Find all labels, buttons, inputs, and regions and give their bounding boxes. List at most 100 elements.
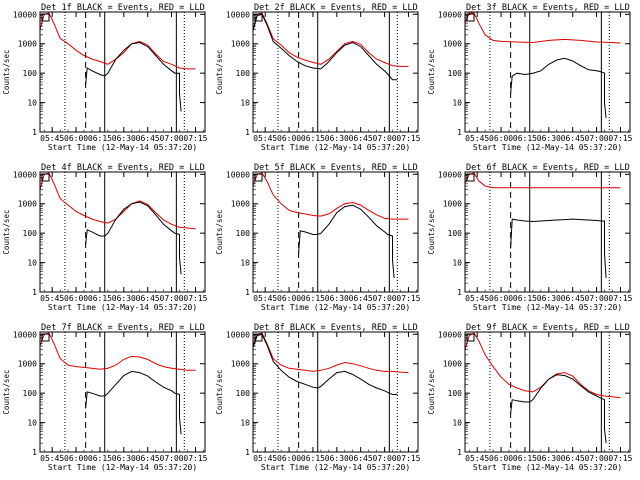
- y-tick-label: 1000: [443, 40, 462, 49]
- y-axis-label: Counts/sec: [427, 49, 436, 94]
- y-tick-label: 10000: [13, 10, 37, 19]
- x-axis-label: Start Time (12-May-14 05:37:20): [473, 463, 622, 472]
- x-tick-label: 06:00: [489, 294, 513, 303]
- x-tick-label: 06:45: [349, 294, 373, 303]
- panel-title: Det 1f BLACK = Events, RED = LLD: [41, 3, 205, 13]
- corner-marker: [41, 333, 50, 342]
- x-tick-label: 07:15: [608, 454, 632, 463]
- y-tick-label: 10: [240, 419, 250, 428]
- x-tick-label: 06:30: [112, 294, 136, 303]
- series-lld-line: [464, 12, 621, 44]
- corner-marker: [466, 173, 475, 182]
- series-lld-line: [464, 332, 621, 399]
- y-axis-label: Counts/sec: [2, 369, 11, 414]
- x-tick-label: 06:15: [301, 294, 325, 303]
- x-tick-label: 06:45: [136, 454, 160, 463]
- series-events-line: [510, 218, 607, 279]
- x-tick-label: 06:45: [349, 134, 373, 143]
- x-tick-label: 07:15: [608, 134, 632, 143]
- x-axis-label: Start Time (12-May-14 05:37:20): [261, 143, 410, 152]
- x-tick-label: 07:00: [160, 294, 184, 303]
- panel-det-9: Det 9f BLACK = Events, RED = LLD 1 10 100 10…: [427, 323, 633, 472]
- x-axis-label: Start Time (12-May-14 05:37:20): [48, 143, 197, 152]
- y-tick-label: 1: [32, 288, 37, 297]
- plot-frame: [464, 171, 631, 293]
- corner-marker: [41, 13, 50, 22]
- series-lld-line: [252, 332, 409, 374]
- series-events-line: [85, 201, 182, 275]
- y-tick-label: 1: [457, 448, 462, 457]
- y-axis-label: Counts/sec: [215, 369, 224, 414]
- panel-title: Det 4f BLACK = Events, RED = LLD: [41, 163, 205, 173]
- y-tick-label: 100: [236, 389, 251, 398]
- corner-marker: [466, 13, 475, 22]
- y-tick-label: 1000: [231, 200, 250, 209]
- x-tick-label: 07:15: [183, 454, 207, 463]
- x-tick-label: 07:15: [396, 294, 420, 303]
- y-tick-label: 10000: [226, 330, 250, 339]
- y-axis-label: Counts/sec: [427, 369, 436, 414]
- y-tick-label: 10: [452, 419, 462, 428]
- corner-marker: [466, 333, 475, 342]
- x-tick-label: 06:00: [489, 134, 513, 143]
- corner-marker: [41, 173, 50, 182]
- x-tick-label: 06:30: [325, 134, 349, 143]
- x-tick-label: 06:30: [112, 454, 136, 463]
- y-tick-label: 1: [32, 448, 37, 457]
- y-tick-label: 100: [448, 69, 463, 78]
- x-axis-label: Start Time (12-May-14 05:37:20): [261, 463, 410, 472]
- panel-title: Det 5f BLACK = Events, RED = LLD: [254, 163, 418, 173]
- x-axis-label: Start Time (12-May-14 05:37:20): [48, 463, 197, 472]
- panel-det-1: Det 1f BLACK = Events, RED = LLD 1 10 100 10…: [2, 3, 208, 152]
- y-tick-label: 1: [32, 128, 37, 137]
- x-tick-label: 07:00: [585, 454, 609, 463]
- y-tick-label: 1000: [18, 200, 37, 209]
- series-events-line: [85, 41, 182, 112]
- x-tick-label: 06:15: [88, 454, 112, 463]
- x-tick-label: 06:00: [64, 294, 88, 303]
- y-tick-label: 1000: [443, 200, 462, 209]
- x-tick-label: 07:00: [585, 294, 609, 303]
- panel-title: Det 6f BLACK = Events, RED = LLD: [466, 163, 630, 173]
- plot-frame: [252, 11, 419, 133]
- y-tick-label: 1: [245, 128, 250, 137]
- x-tick-label: 06:45: [136, 294, 160, 303]
- x-tick-label: 06:15: [88, 294, 112, 303]
- plot-frame: [39, 171, 206, 293]
- y-tick-label: 10000: [226, 10, 250, 19]
- x-tick-label: 06:15: [513, 294, 537, 303]
- y-tick-label: 1000: [231, 40, 250, 49]
- x-axis-label: Start Time (12-May-14 05:37:20): [473, 303, 622, 312]
- x-tick-label: 07:15: [183, 134, 207, 143]
- y-tick-label: 10000: [438, 330, 462, 339]
- panel-det-8: Det 8f BLACK = Events, RED = LLD 1 10 100 10…: [215, 323, 421, 472]
- y-tick-label: 10000: [438, 10, 462, 19]
- x-tick-label: 06:30: [537, 134, 561, 143]
- x-tick-label: 05:45: [40, 134, 64, 143]
- x-axis-label: Start Time (12-May-14 05:37:20): [48, 303, 197, 312]
- y-tick-label: 1: [457, 288, 462, 297]
- y-tick-label: 10: [452, 99, 462, 108]
- series-events-line: [85, 370, 182, 435]
- y-tick-label: 10000: [226, 170, 250, 179]
- panel-det-4: Det 4f BLACK = Events, RED = LLD 1 10 100 10…: [2, 163, 208, 312]
- x-tick-label: 06:30: [112, 134, 136, 143]
- panel-title: Det 2f BLACK = Events, RED = LLD: [254, 3, 418, 13]
- x-tick-label: 05:45: [253, 454, 277, 463]
- x-tick-label: 05:45: [465, 454, 489, 463]
- y-tick-label: 100: [448, 229, 463, 238]
- y-tick-label: 10: [27, 259, 37, 268]
- plot-frame: [39, 331, 206, 453]
- panel-title: Det 7f BLACK = Events, RED = LLD: [41, 323, 205, 333]
- y-tick-label: 100: [448, 389, 463, 398]
- panel-title: Det 8f BLACK = Events, RED = LLD: [254, 323, 418, 333]
- x-tick-label: 07:15: [183, 294, 207, 303]
- series-lld-line: [464, 172, 621, 189]
- y-tick-label: 10000: [13, 330, 37, 339]
- y-tick-label: 1000: [443, 360, 462, 369]
- x-tick-label: 07:15: [396, 134, 420, 143]
- panel-det-6: Det 6f BLACK = Events, RED = LLD 1 10 100 10…: [427, 163, 633, 312]
- plot-frame: [252, 331, 419, 453]
- x-tick-label: 06:45: [349, 454, 373, 463]
